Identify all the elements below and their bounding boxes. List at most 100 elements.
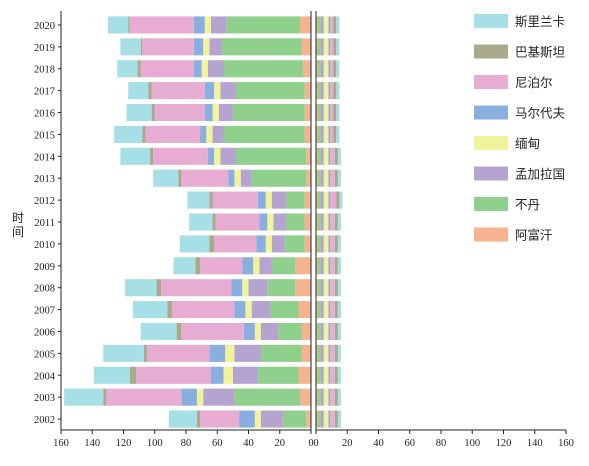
bar-right-2017-2 [320, 82, 324, 100]
bar-left-2020-3 [204, 16, 211, 34]
bar-left-2008-0 [295, 279, 312, 297]
bar-right-2011-3 [323, 213, 329, 231]
x-tick-label-left: 120 [116, 438, 132, 449]
bar-right-2013-7 [337, 169, 342, 187]
bar-left-2002-2 [261, 410, 283, 428]
bar-left-2012-2 [271, 191, 286, 209]
bar-left-2007-3 [245, 301, 252, 319]
bar-left-2018-4 [193, 60, 202, 78]
bar-right-2010-7 [337, 235, 342, 253]
legend-swatch [474, 75, 508, 89]
bar-right-2004-5 [330, 366, 335, 384]
bar-left-2015-6 [142, 125, 146, 143]
y-tick-label: 2003 [34, 393, 55, 404]
legend-swatch [474, 105, 508, 120]
bar-right-2008-2 [320, 279, 324, 297]
bar-right-2010-6 [334, 235, 338, 253]
bar-right-2013-0 [316, 169, 318, 187]
bar-right-2003-0 [316, 388, 318, 406]
bar-right-2005-7 [337, 344, 342, 362]
bar-right-2012-3 [323, 191, 329, 209]
bar-right-2010-5 [330, 235, 335, 253]
bar-left-2016-3 [212, 103, 219, 122]
left-panel-bars [64, 16, 312, 428]
bar-left-2012-4 [257, 191, 266, 209]
bar-left-2019-2 [209, 38, 222, 56]
bar-left-2013-6 [178, 169, 182, 187]
bar-right-2009-1 [317, 257, 321, 275]
bar-left-2008-2 [248, 279, 268, 297]
bar-left-2003-3 [196, 388, 204, 406]
bar-right-2012-1 [317, 191, 321, 209]
bar-left-2003-2 [203, 388, 235, 406]
bar-right-2013-1 [317, 169, 321, 187]
bar-right-2014-4 [328, 147, 331, 165]
y-tick-label: 2007 [34, 306, 55, 317]
bar-right-2002-0 [316, 410, 318, 428]
bar-left-2005-6 [143, 344, 147, 362]
y-tick-label: 2015 [34, 130, 55, 141]
bar-right-2007-7 [337, 301, 342, 319]
bar-left-2013-4 [228, 169, 235, 187]
bar-left-2016-0 [304, 103, 311, 122]
legend-swatch [474, 14, 508, 28]
bar-left-2008-5 [161, 279, 232, 297]
bar-left-2002-6 [196, 410, 201, 428]
x-tick-label-right: 80 [436, 438, 447, 449]
legend-swatch [474, 197, 508, 211]
legend-label: 阿富汗 [515, 228, 553, 243]
x-tick-label-right: 0 [313, 438, 318, 449]
bar-right-2012-7 [339, 191, 343, 209]
bar-right-2013-6 [334, 169, 338, 187]
bar-left-2016-7 [126, 103, 152, 122]
bar-left-2017-3 [214, 82, 221, 100]
bar-left-2017-0 [304, 82, 311, 100]
y-tick-label: 2009 [34, 262, 55, 273]
bar-left-2007-1 [270, 301, 299, 319]
bar-left-2010-5 [214, 235, 257, 253]
bar-right-2018-7 [336, 60, 340, 78]
y-tick-label: 2017 [34, 87, 55, 98]
bar-right-2015-0 [316, 125, 318, 143]
bar-right-2007-4 [328, 301, 331, 319]
bar-right-2003-2 [320, 388, 324, 406]
bar-left-2008-4 [231, 279, 243, 297]
bar-left-2019-0 [301, 38, 312, 56]
bar-right-2005-3 [323, 344, 329, 362]
bar-left-2011-3 [267, 213, 274, 231]
bar-left-2002-5 [200, 410, 240, 428]
bar-left-2017-4 [204, 82, 215, 100]
bar-left-2004-0 [298, 366, 311, 384]
x-tick-label-right: 140 [527, 438, 543, 449]
bar-right-2016-3 [323, 103, 329, 122]
bar-right-2006-1 [317, 322, 321, 341]
y-tick-label: 2008 [34, 284, 55, 295]
bar-right-2010-1 [317, 235, 321, 253]
y-tick-label: 2014 [34, 152, 56, 163]
bar-right-2011-0 [316, 213, 318, 231]
y-tick-label: 2012 [34, 196, 55, 207]
bar-right-2002-1 [317, 410, 321, 428]
y-tick-label: 2002 [34, 415, 55, 426]
bar-right-2011-4 [328, 213, 331, 231]
bar-left-2009-6 [195, 257, 201, 275]
x-tick-label-right: 20 [342, 438, 353, 449]
bar-left-2005-5 [146, 344, 210, 362]
x-tick-label-right: 100 [464, 438, 480, 449]
bar-right-2008-4 [328, 279, 331, 297]
bar-right-2005-5 [330, 344, 335, 362]
bar-left-2020-0 [300, 16, 311, 34]
bar-right-2011-6 [334, 213, 338, 231]
bar-right-2008-5 [330, 279, 335, 297]
bar-left-2009-7 [173, 257, 196, 275]
bar-right-2011-2 [320, 213, 324, 231]
bar-left-2011-4 [259, 213, 268, 231]
bar-left-2016-1 [232, 103, 305, 122]
bar-right-2009-4 [328, 257, 331, 275]
bar-left-2003-4 [181, 388, 197, 406]
bar-right-2019-0 [316, 38, 318, 56]
bar-left-2002-3 [254, 410, 261, 428]
y-tick-label: 2019 [34, 43, 55, 54]
